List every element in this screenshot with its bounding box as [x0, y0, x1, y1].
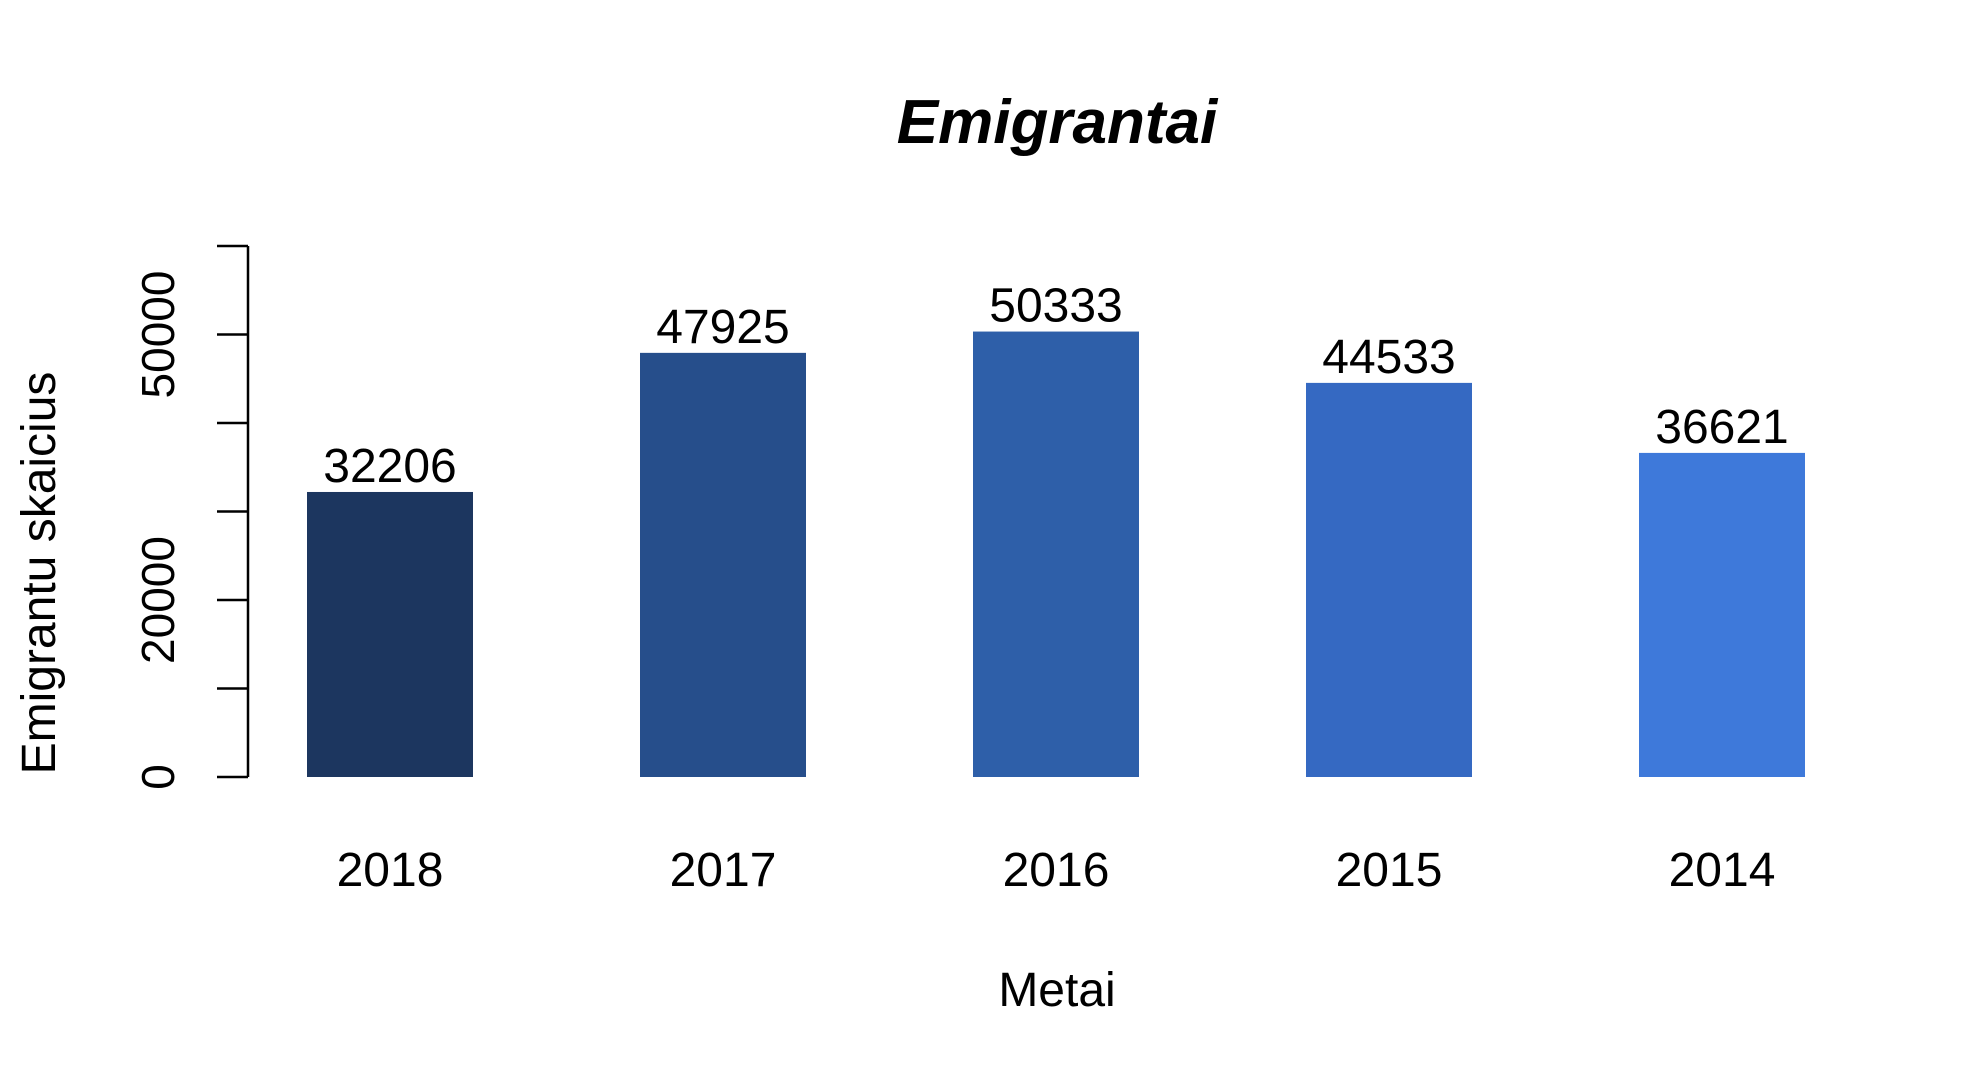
x-category-label-2018: 2018 — [337, 844, 444, 897]
y-axis-title: Emigrantu skaicius — [13, 372, 66, 775]
y-tick-label-50000: 50000 — [132, 271, 184, 399]
bar-2016 — [973, 331, 1139, 777]
category-labels-group: 2018 2017 2016 2015 2014 — [337, 844, 1776, 897]
x-axis-title: Metai — [998, 964, 1115, 1017]
y-tick-label-20000: 20000 — [132, 536, 184, 664]
bar-2018 — [307, 491, 473, 777]
y-axis: 0 20000 50000 — [132, 244, 250, 790]
x-category-label-2014: 2014 — [1669, 844, 1776, 897]
value-label-2014: 36621 — [1655, 401, 1788, 454]
bars-group — [307, 331, 1805, 777]
value-label-2016: 50333 — [989, 280, 1122, 333]
value-label-2017: 47925 — [656, 301, 789, 354]
value-label-2015: 44533 — [1322, 331, 1455, 384]
bar-2015 — [1306, 382, 1472, 777]
value-label-2018: 32206 — [323, 440, 456, 493]
value-labels-group: 32206 47925 50333 44533 36621 — [323, 280, 1788, 493]
chart-title: Emigrantai — [897, 88, 1219, 157]
bar-2014 — [1639, 452, 1805, 777]
y-tick-label-0: 0 — [132, 764, 184, 790]
x-category-label-2017: 2017 — [670, 844, 777, 897]
x-category-label-2015: 2015 — [1336, 844, 1443, 897]
bar-2017 — [640, 352, 806, 777]
x-category-label-2016: 2016 — [1003, 844, 1110, 897]
